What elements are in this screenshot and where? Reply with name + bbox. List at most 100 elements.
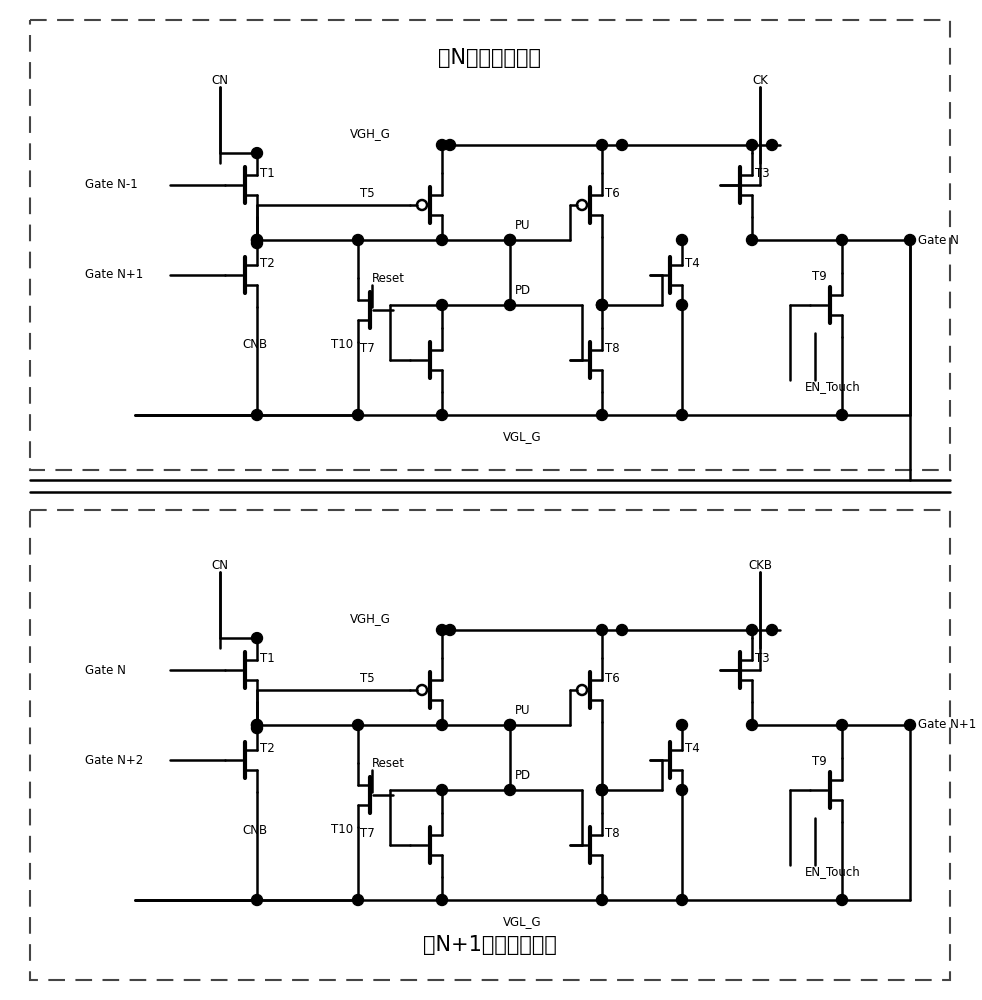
Circle shape bbox=[445, 139, 456, 150]
Circle shape bbox=[746, 720, 757, 730]
Text: T2: T2 bbox=[260, 257, 275, 270]
Circle shape bbox=[251, 894, 262, 906]
Text: VGL_G: VGL_G bbox=[503, 430, 541, 443]
Text: PD: PD bbox=[515, 284, 531, 297]
Circle shape bbox=[746, 624, 757, 636]
Text: CKB: CKB bbox=[748, 559, 772, 572]
Text: CN: CN bbox=[211, 559, 229, 572]
Circle shape bbox=[596, 894, 608, 906]
Text: T5: T5 bbox=[360, 187, 375, 200]
Text: T4: T4 bbox=[685, 742, 700, 755]
Text: CK: CK bbox=[752, 74, 768, 87]
Text: EN_Touch: EN_Touch bbox=[805, 380, 861, 393]
Circle shape bbox=[505, 300, 516, 310]
Text: Reset: Reset bbox=[372, 272, 405, 285]
Circle shape bbox=[596, 784, 608, 796]
Text: VGL_G: VGL_G bbox=[503, 915, 541, 928]
Text: Gate N+1: Gate N+1 bbox=[918, 718, 976, 732]
Circle shape bbox=[251, 410, 262, 420]
Circle shape bbox=[837, 234, 847, 245]
Text: T10: T10 bbox=[331, 823, 353, 836]
Circle shape bbox=[251, 720, 262, 730]
Circle shape bbox=[837, 720, 847, 730]
Circle shape bbox=[437, 894, 448, 906]
Circle shape bbox=[251, 720, 262, 730]
Circle shape bbox=[437, 410, 448, 420]
Text: Gate N: Gate N bbox=[85, 664, 126, 676]
Circle shape bbox=[746, 234, 757, 245]
Text: T6: T6 bbox=[605, 672, 620, 685]
Text: T7: T7 bbox=[360, 342, 375, 355]
Text: PD: PD bbox=[515, 769, 531, 782]
Circle shape bbox=[596, 624, 608, 636]
Circle shape bbox=[837, 410, 847, 420]
Text: T10: T10 bbox=[331, 338, 353, 351]
Circle shape bbox=[617, 624, 627, 636]
Text: Reset: Reset bbox=[372, 757, 405, 770]
Circle shape bbox=[767, 624, 778, 636]
Circle shape bbox=[251, 238, 262, 249]
Text: PU: PU bbox=[515, 704, 530, 717]
Text: T4: T4 bbox=[685, 257, 700, 270]
Circle shape bbox=[505, 720, 516, 730]
Circle shape bbox=[251, 148, 262, 159]
Circle shape bbox=[437, 234, 448, 245]
Circle shape bbox=[251, 234, 262, 245]
Text: EN_Touch: EN_Touch bbox=[805, 865, 861, 878]
Text: T9: T9 bbox=[812, 755, 827, 768]
Circle shape bbox=[596, 300, 608, 310]
Circle shape bbox=[437, 139, 448, 150]
Text: VGH_G: VGH_G bbox=[350, 127, 391, 140]
Text: T7: T7 bbox=[360, 827, 375, 840]
Circle shape bbox=[251, 234, 262, 245]
Circle shape bbox=[677, 784, 687, 796]
Circle shape bbox=[837, 894, 847, 906]
Text: Gate N-1: Gate N-1 bbox=[85, 178, 137, 192]
Text: T2: T2 bbox=[260, 742, 275, 755]
Circle shape bbox=[677, 234, 687, 245]
Circle shape bbox=[596, 784, 608, 796]
Circle shape bbox=[767, 139, 778, 150]
Circle shape bbox=[596, 300, 608, 310]
Text: Gate N+2: Gate N+2 bbox=[85, 754, 143, 766]
Circle shape bbox=[904, 720, 915, 730]
Circle shape bbox=[677, 894, 687, 906]
Text: VGH_G: VGH_G bbox=[350, 612, 391, 625]
Circle shape bbox=[437, 300, 448, 310]
Text: T1: T1 bbox=[260, 652, 275, 665]
Circle shape bbox=[505, 234, 516, 245]
Circle shape bbox=[353, 234, 363, 245]
Circle shape bbox=[353, 410, 363, 420]
Circle shape bbox=[617, 139, 627, 150]
Circle shape bbox=[746, 139, 757, 150]
Circle shape bbox=[505, 784, 516, 796]
Circle shape bbox=[904, 234, 915, 245]
Text: 第N+1级移位寄存器: 第N+1级移位寄存器 bbox=[423, 935, 557, 955]
Text: T3: T3 bbox=[755, 167, 770, 180]
Circle shape bbox=[677, 410, 687, 420]
Text: T1: T1 bbox=[260, 167, 275, 180]
Text: CN: CN bbox=[211, 74, 229, 87]
Circle shape bbox=[505, 720, 516, 730]
Circle shape bbox=[677, 300, 687, 310]
Text: T9: T9 bbox=[812, 270, 827, 283]
Circle shape bbox=[437, 624, 448, 636]
Circle shape bbox=[437, 720, 448, 730]
Text: T6: T6 bbox=[605, 187, 620, 200]
Text: CNB: CNB bbox=[242, 338, 267, 352]
Text: T3: T3 bbox=[755, 652, 770, 665]
Text: T8: T8 bbox=[605, 827, 620, 840]
Circle shape bbox=[445, 624, 456, 636]
Circle shape bbox=[353, 720, 363, 730]
Text: T8: T8 bbox=[605, 342, 620, 355]
Text: PU: PU bbox=[515, 219, 530, 232]
Circle shape bbox=[505, 234, 516, 245]
Text: 第N级移位寄存器: 第N级移位寄存器 bbox=[439, 48, 541, 68]
Text: CNB: CNB bbox=[242, 824, 267, 836]
Text: Gate N+1: Gate N+1 bbox=[85, 268, 143, 282]
Circle shape bbox=[353, 894, 363, 906]
Circle shape bbox=[437, 784, 448, 796]
Text: T5: T5 bbox=[360, 672, 375, 685]
Circle shape bbox=[596, 300, 608, 310]
Circle shape bbox=[251, 723, 262, 734]
